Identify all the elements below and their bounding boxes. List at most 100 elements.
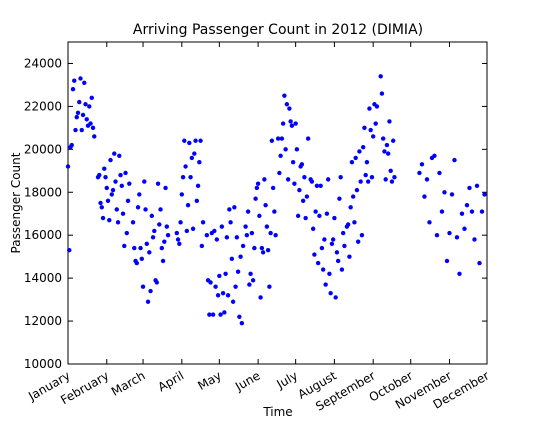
point <box>292 181 297 186</box>
point <box>74 114 79 120</box>
point <box>239 321 245 326</box>
point <box>462 226 467 231</box>
point <box>477 260 482 266</box>
point <box>83 102 88 107</box>
point <box>444 258 450 264</box>
point <box>177 241 182 246</box>
point <box>317 213 322 219</box>
point <box>464 202 470 208</box>
point <box>260 250 266 255</box>
point <box>210 312 216 317</box>
point <box>65 164 71 169</box>
point <box>270 185 276 191</box>
point <box>472 237 477 242</box>
point <box>72 78 77 83</box>
point <box>248 271 253 277</box>
point <box>183 164 188 169</box>
point <box>340 230 346 236</box>
point <box>232 205 237 210</box>
point <box>238 254 243 259</box>
point <box>305 136 311 141</box>
point <box>324 211 330 216</box>
point <box>387 119 392 124</box>
point <box>272 209 277 214</box>
point <box>234 235 240 240</box>
y-tick-label: 22000 <box>24 99 62 113</box>
point <box>419 162 425 167</box>
point <box>355 239 361 244</box>
point <box>345 222 351 227</box>
point <box>323 282 328 287</box>
point <box>132 245 137 251</box>
point <box>208 280 213 285</box>
point <box>297 187 302 193</box>
point <box>149 213 154 219</box>
point <box>362 125 367 131</box>
y-tick-label: 14000 <box>24 271 62 285</box>
point <box>89 95 94 101</box>
point <box>359 233 365 238</box>
point <box>145 299 151 304</box>
point <box>254 185 260 191</box>
point <box>113 179 118 184</box>
point <box>218 312 223 317</box>
point <box>143 207 148 212</box>
point <box>109 192 114 197</box>
point <box>122 243 127 249</box>
point <box>280 121 286 126</box>
y-axis-label: Passenger Count <box>9 152 23 253</box>
point <box>388 168 393 173</box>
point <box>225 293 231 298</box>
point <box>332 215 337 221</box>
point <box>157 222 162 227</box>
point <box>427 220 432 225</box>
point <box>325 177 331 182</box>
point <box>219 224 225 229</box>
point <box>293 121 298 126</box>
point <box>255 181 261 186</box>
point <box>82 80 87 85</box>
point <box>267 284 272 289</box>
point <box>110 187 116 193</box>
point <box>154 280 160 285</box>
y-tick-label: 10000 <box>24 357 62 371</box>
point <box>417 170 422 176</box>
point <box>309 179 315 184</box>
point <box>328 290 333 296</box>
point <box>194 198 200 204</box>
point <box>279 136 285 141</box>
point <box>233 284 238 289</box>
point <box>182 138 187 143</box>
point <box>140 284 146 289</box>
x-tick-label: May <box>195 368 223 393</box>
point <box>119 183 124 189</box>
point <box>424 177 430 182</box>
x-tick-label: June <box>232 368 263 394</box>
point <box>384 142 390 148</box>
point <box>454 235 460 240</box>
point <box>314 183 320 189</box>
point <box>228 220 233 225</box>
point <box>192 151 197 156</box>
point <box>77 99 82 105</box>
point <box>115 220 121 225</box>
point <box>275 136 281 141</box>
point <box>253 196 258 201</box>
point <box>134 260 139 266</box>
point <box>354 187 360 193</box>
point <box>350 194 356 199</box>
point <box>114 207 119 212</box>
point <box>73 127 78 133</box>
point <box>320 267 326 272</box>
point <box>195 183 201 189</box>
point <box>197 160 202 165</box>
x-tick-label: April <box>156 368 187 394</box>
point <box>479 209 485 214</box>
point <box>322 237 327 242</box>
point <box>135 205 141 210</box>
point <box>294 147 300 152</box>
point <box>327 271 332 277</box>
point <box>349 160 355 165</box>
point <box>130 220 136 225</box>
point <box>373 121 378 126</box>
